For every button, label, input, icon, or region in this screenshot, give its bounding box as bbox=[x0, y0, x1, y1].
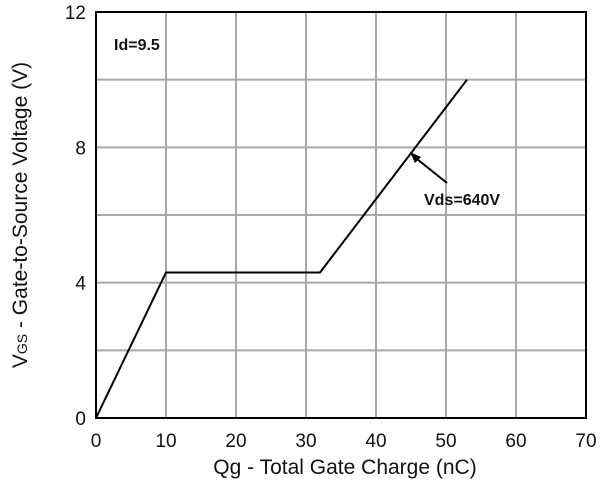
y-tick-label-4: 4 bbox=[75, 274, 86, 295]
y-tick-label-8: 8 bbox=[75, 138, 86, 159]
x-tick-label-10: 10 bbox=[155, 431, 176, 452]
y-axis-title-rest: - Gate-to-Source Voltage (V) bbox=[9, 62, 32, 334]
series-line-vds-640v bbox=[95, 79, 468, 419]
x-axis-title: Qg - Total Gate Charge (nC) bbox=[213, 456, 476, 479]
y-tick-label-12: 12 bbox=[65, 3, 86, 24]
y-axis-title-v: V bbox=[9, 354, 32, 368]
annotation-id: Id=9.5 bbox=[114, 37, 160, 54]
plot-frame bbox=[95, 11, 587, 419]
annotation-arrowhead bbox=[410, 152, 421, 163]
x-tick-label-30: 30 bbox=[295, 431, 316, 452]
x-tick-label-60: 60 bbox=[505, 431, 526, 452]
x-tick-label-0: 0 bbox=[91, 431, 102, 452]
y-tick-labels: 0 4 8 12 bbox=[65, 3, 87, 430]
x-tick-label-50: 50 bbox=[435, 431, 456, 452]
annotation-series-label: Vds=640V bbox=[424, 192, 500, 209]
x-tick-label-20: 20 bbox=[225, 431, 246, 452]
y-axis-title-subscript: GS bbox=[14, 334, 30, 354]
x-tick-labels: 0 10 20 30 40 50 60 70 bbox=[91, 431, 597, 452]
x-tick-label-70: 70 bbox=[575, 431, 596, 452]
x-tick-label-40: 40 bbox=[365, 431, 386, 452]
y-axis-title: VGS - Gate-to-Source Voltage (V) bbox=[9, 62, 32, 368]
grid bbox=[96, 12, 586, 418]
y-tick-label-0: 0 bbox=[75, 409, 86, 430]
